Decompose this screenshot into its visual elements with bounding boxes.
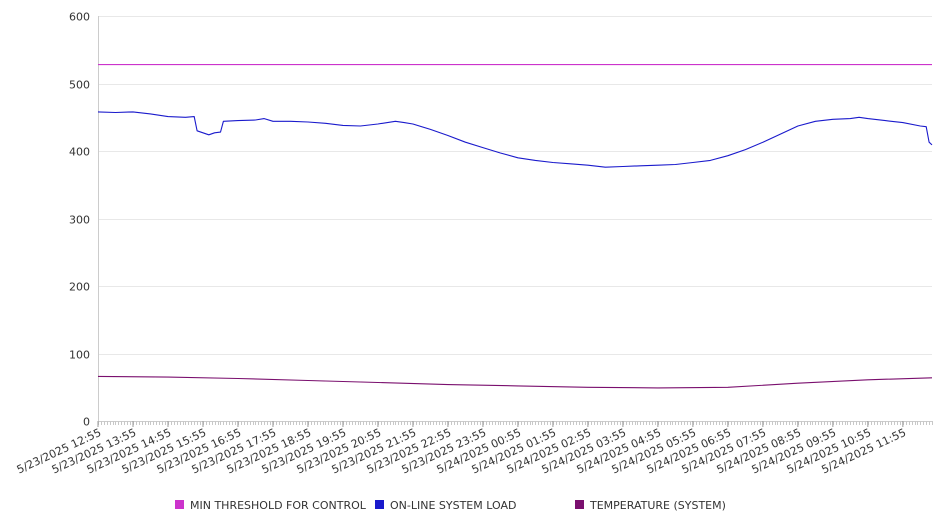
series-line-1 xyxy=(97,111,933,168)
y-tick-label: 500 xyxy=(69,79,90,92)
y-tick-label: 100 xyxy=(69,349,90,362)
legend: MIN THRESHOLD FOR CONTROL ON-LINE SYSTEM … xyxy=(175,499,726,512)
y-tick-label: 200 xyxy=(69,281,90,294)
legend-label: MIN THRESHOLD FOR CONTROL xyxy=(190,499,367,512)
legend-swatch xyxy=(175,500,184,509)
legend-label: ON-LINE SYSTEM LOAD xyxy=(390,499,516,512)
y-tick-label: 300 xyxy=(69,214,90,227)
series-layer xyxy=(97,64,933,389)
legend-swatch xyxy=(575,500,584,509)
series-line-2 xyxy=(97,375,933,389)
y-tick-label: 600 xyxy=(69,11,90,24)
grid-layer xyxy=(98,16,932,355)
y-tick-label: 400 xyxy=(69,146,90,159)
y-tick-label: 0 xyxy=(83,416,90,429)
legend-swatch xyxy=(375,500,384,509)
legend-label: TEMPERATURE (SYSTEM) xyxy=(589,499,726,512)
